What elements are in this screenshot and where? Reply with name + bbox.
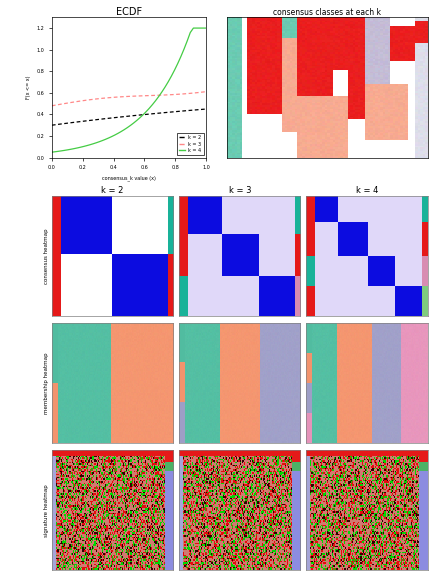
Title: k = 3: k = 3 (229, 187, 251, 195)
Title: k = 2: k = 2 (101, 187, 124, 195)
Y-axis label: membership heatmap: membership heatmap (44, 353, 49, 414)
Legend: k = 2, k = 3, k = 4: k = 2, k = 3, k = 4 (177, 133, 203, 155)
Title: ECDF: ECDF (116, 6, 142, 17)
Title: consensus classes at each k: consensus classes at each k (273, 7, 381, 17)
Y-axis label: consensus heatmap: consensus heatmap (44, 228, 49, 284)
Y-axis label: F(x <= x): F(x <= x) (26, 75, 31, 99)
Title: k = 4: k = 4 (356, 187, 378, 195)
X-axis label: consensus_k value (x): consensus_k value (x) (102, 176, 156, 181)
Y-axis label: signature heatmap: signature heatmap (44, 484, 49, 537)
